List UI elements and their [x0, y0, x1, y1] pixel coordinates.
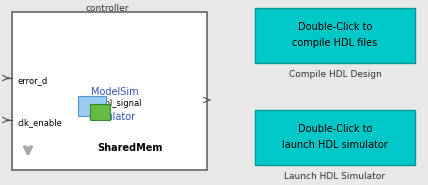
Text: Double-Click to: Double-Click to	[298, 22, 372, 32]
Text: controller: controller	[85, 4, 129, 13]
Text: launch HDL simulator: launch HDL simulator	[282, 140, 388, 150]
Text: control_signal: control_signal	[83, 98, 142, 107]
Text: ModelSim: ModelSim	[91, 87, 139, 97]
FancyBboxPatch shape	[255, 110, 415, 165]
Text: SharedMem: SharedMem	[97, 143, 163, 153]
Text: compile HDL files: compile HDL files	[292, 38, 377, 48]
Text: Simulator: Simulator	[89, 112, 136, 122]
Text: clk_enable: clk_enable	[18, 119, 63, 127]
FancyBboxPatch shape	[78, 96, 106, 116]
Text: error_d: error_d	[18, 77, 48, 85]
Text: Launch HDL Simulator: Launch HDL Simulator	[285, 172, 386, 181]
FancyBboxPatch shape	[255, 8, 415, 63]
FancyBboxPatch shape	[12, 12, 207, 170]
Text: Double-Click to: Double-Click to	[298, 124, 372, 134]
Text: Compile HDL Design: Compile HDL Design	[288, 70, 381, 79]
FancyBboxPatch shape	[90, 104, 110, 120]
